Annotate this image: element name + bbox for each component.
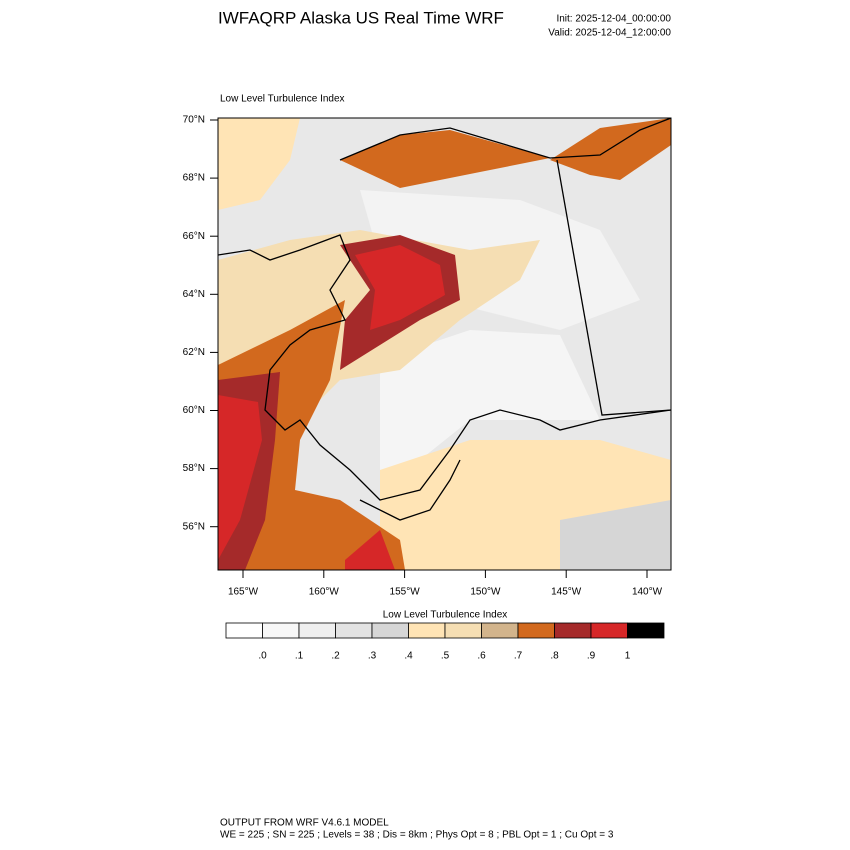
colorbar-label: .1 bbox=[295, 651, 304, 662]
lon-label: 140°W bbox=[632, 587, 663, 598]
lat-label: 68°N bbox=[183, 173, 205, 184]
field-high bbox=[345, 530, 395, 570]
lat-label: 66°N bbox=[183, 231, 205, 242]
map-title: Low Level Turbulence Index bbox=[220, 94, 345, 105]
map bbox=[217, 117, 672, 571]
colorbar-label: .8 bbox=[550, 651, 559, 662]
lon-label: 145°W bbox=[551, 587, 582, 598]
field-low bbox=[380, 330, 600, 480]
colorbar-box bbox=[371, 622, 409, 639]
colorbar-title: Low Level Turbulence Index bbox=[383, 610, 508, 621]
field-high bbox=[340, 130, 550, 188]
lat-label: 56°N bbox=[183, 521, 205, 532]
field-mid bbox=[218, 118, 300, 210]
colorbar-box bbox=[225, 622, 263, 639]
field-high bbox=[218, 395, 262, 560]
init-time: Init: 2025-12-04_00:00:00 bbox=[556, 14, 671, 25]
colorbar-box bbox=[335, 622, 373, 639]
colorbar-box bbox=[408, 622, 446, 639]
colorbar-label: .9 bbox=[587, 651, 596, 662]
footer-line: OUTPUT FROM WRF V4.6.1 MODEL bbox=[220, 818, 389, 829]
lat-label: 60°N bbox=[183, 405, 205, 416]
colorbar-label: .3 bbox=[368, 651, 377, 662]
coastline bbox=[218, 118, 671, 521]
colorbar-box bbox=[262, 622, 300, 639]
colorbar-box bbox=[481, 622, 519, 639]
colorbar-box bbox=[444, 622, 482, 639]
lon-label: 160°W bbox=[309, 587, 340, 598]
colorbar-box bbox=[590, 622, 628, 639]
page-title: IWFAQRP Alaska US Real Time WRF bbox=[218, 8, 504, 27]
footer-line: WE = 225 ; SN = 225 ; Levels = 38 ; Dis … bbox=[220, 830, 614, 841]
lat-label: 62°N bbox=[183, 347, 205, 358]
lat-label: 58°N bbox=[183, 463, 205, 474]
lat-label: 64°N bbox=[183, 289, 205, 300]
field-low bbox=[560, 500, 671, 570]
field-high bbox=[355, 245, 445, 330]
border bbox=[556, 159, 671, 416]
lon-label: 165°W bbox=[228, 587, 259, 598]
colorbar-label: .4 bbox=[404, 651, 413, 662]
colorbar-box bbox=[517, 622, 555, 639]
lat-label: 70°N bbox=[183, 115, 205, 126]
colorbar-label: .6 bbox=[477, 651, 486, 662]
lon-label: 150°W bbox=[470, 587, 501, 598]
colorbar-label: .2 bbox=[331, 651, 340, 662]
colorbar-label: 1 bbox=[625, 651, 631, 662]
colorbar-box bbox=[554, 622, 592, 639]
map-frame bbox=[217, 117, 672, 571]
colorbar-box bbox=[298, 622, 336, 639]
colorbar-box bbox=[627, 622, 665, 639]
colorbar-label: .7 bbox=[514, 651, 523, 662]
lon-label: 155°W bbox=[390, 587, 421, 598]
valid-time: Valid: 2025-12-04_12:00:00 bbox=[548, 28, 671, 39]
colorbar-label: .0 bbox=[258, 651, 267, 662]
colorbar-label: .5 bbox=[441, 651, 450, 662]
